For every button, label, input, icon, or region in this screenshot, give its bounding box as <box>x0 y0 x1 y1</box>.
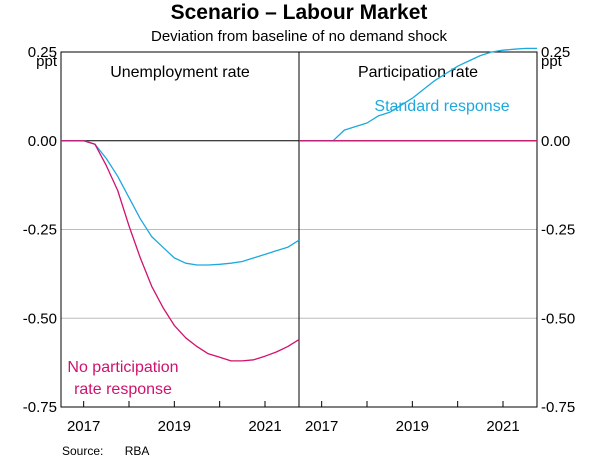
y-tick-label-right: 0.00 <box>541 133 570 150</box>
x-tick-label: 2019 <box>396 418 429 435</box>
y-tick-label-right: -0.25 <box>541 222 575 239</box>
source-note: Source: RBA <box>62 444 149 458</box>
x-tick-label: 2021 <box>486 418 519 435</box>
y-tick-label-left: -0.50 <box>23 310 57 327</box>
y-tick-label-right: -0.75 <box>541 399 575 416</box>
y-tick-label-left: 0.00 <box>28 133 57 150</box>
x-tick-label: 2017 <box>305 418 338 435</box>
annotation-no-participation-line1: No participation <box>67 359 178 376</box>
source-label: Source: <box>62 444 104 458</box>
y-unit-label-left: ppt <box>36 53 58 70</box>
panel-title: Participation rate <box>358 64 478 81</box>
x-tick-label: 2017 <box>67 418 100 435</box>
y-tick-label-left: -0.75 <box>23 399 57 416</box>
chart-subtitle: Deviation from baseline of no demand sho… <box>150 28 447 45</box>
y-tick-label-right: 0.25 <box>541 44 570 61</box>
series-line-standard <box>299 47 537 142</box>
series-line-standard <box>61 140 300 266</box>
annotation-no-participation-line2: rate response <box>74 381 172 398</box>
series-line-no_participation <box>61 140 300 362</box>
y-tick-label-right: -0.50 <box>541 310 575 327</box>
y-tick-label-left: -0.25 <box>23 222 57 239</box>
y-unit-label-right: ppt <box>541 53 563 70</box>
x-tick-label: 2019 <box>158 418 191 435</box>
x-tick-label: 2021 <box>248 418 281 435</box>
y-tick-label-left: 0.25 <box>28 44 57 61</box>
panel-title: Unemployment rate <box>110 64 250 81</box>
chart-title: Scenario – Labour Market <box>170 1 428 24</box>
annotation-standard-response: Standard response <box>374 98 509 115</box>
source-value: RBA <box>124 444 150 458</box>
